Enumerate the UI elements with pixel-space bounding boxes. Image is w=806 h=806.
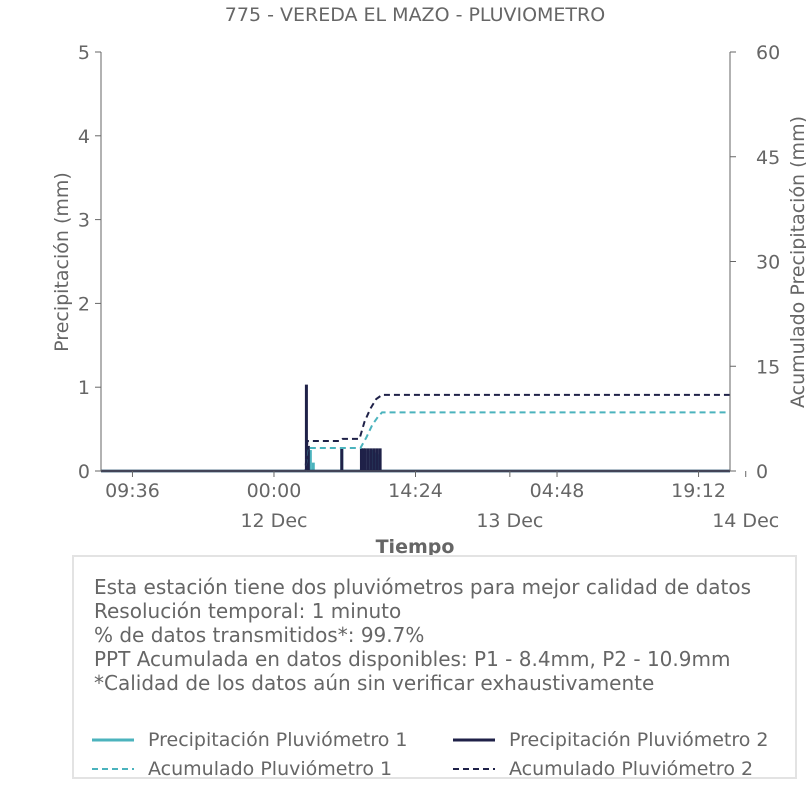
legend-label: Acumulado Pluviómetro 2 (509, 758, 754, 780)
y-tick-label-right: 45 (756, 147, 780, 169)
info-line-accumulated: PPT Acumulada en datos disponibles: P1 -… (94, 647, 731, 671)
x-tick-label-date: 13 Dec (476, 510, 543, 532)
x-tick-label-time: 14:24 (388, 480, 443, 502)
cumulative-line (101, 393, 730, 472)
chart-title: 775 - VEREDA EL MAZO - PLUVIOMETRO (225, 4, 605, 26)
x-tick-label-date: 14 Dec (712, 510, 779, 532)
legend-item-precip-2: Precipitación Pluviómetro 2 (453, 729, 769, 751)
legend-swatch-solid-navy (453, 738, 495, 742)
y-tick-label-right: 30 (756, 252, 780, 274)
y-axis-label-right: Acumulado Precipitación (mm) (787, 116, 806, 408)
y-tick-label-left: 2 (78, 293, 90, 315)
cumulative-line (101, 411, 730, 472)
y-tick-label-left: 0 (78, 461, 90, 483)
legend-label: Precipitación Pluviómetro 1 (148, 729, 408, 751)
series-2 (101, 384, 730, 473)
rainfall-chart: 775 - VEREDA EL MAZO - PLUVIOMETRO 09:36… (51, 4, 806, 558)
y-axis-right: 0 15 30 45 60 (729, 42, 780, 483)
plot-area (101, 384, 730, 473)
legend-label: Acumulado Pluviómetro 1 (148, 758, 393, 780)
series-1 (101, 449, 730, 473)
info-line-resolution: Resolución temporal: 1 minuto (94, 599, 402, 623)
legend-swatch-solid-teal (92, 738, 134, 742)
y-axis-label-left: Precipitación (mm) (51, 172, 73, 352)
legend-item-accum-2: Acumulado Pluviómetro 2 (453, 758, 753, 780)
y-tick-label-right: 0 (756, 461, 768, 483)
y-axis-left: 0 1 2 3 4 5 (78, 42, 102, 483)
y-tick-label-right: 15 (756, 356, 780, 378)
x-tick-label-time: 04:48 (530, 480, 585, 502)
y-tick-label-right: 60 (756, 42, 780, 64)
y-tick-label-left: 1 (78, 377, 90, 399)
legend-swatch-dashed-teal (92, 768, 134, 770)
x-tick-label-time: 09:36 (105, 480, 160, 502)
x-axis-label: Tiempo (376, 536, 455, 558)
y-tick-label-left: 3 (78, 210, 90, 232)
legend-item-accum-1: Acumulado Pluviómetro 1 (92, 758, 392, 780)
legend-item-precip-1: Precipitación Pluviómetro 1 (92, 729, 408, 751)
x-tick-label-time: 19:12 (671, 480, 726, 502)
info-lines: Esta estación tiene dos pluviómetros par… (94, 575, 751, 695)
x-tick-label-date: 12 Dec (240, 510, 307, 532)
y-tick-label-left: 5 (78, 42, 90, 64)
x-tick-label-time: 00:00 (247, 480, 302, 502)
info-line-dual-gauges: Esta estación tiene dos pluviómetros par… (94, 575, 752, 599)
info-box: Esta estación tiene dos pluviómetros par… (72, 555, 797, 780)
info-line-data-transmitted: % de datos transmitidos*: 99.7% (94, 623, 425, 647)
x-axis: 09:36 00:00 12 Dec 14:24 13 Dec 04:48 19:12 14 … (101, 470, 779, 532)
y-tick-label-left: 4 (78, 126, 90, 148)
info-line-quality-note: *Calidad de los datos aún sin verificar … (94, 671, 655, 695)
legend-label: Precipitación Pluviómetro 2 (509, 729, 769, 751)
legend-swatch-dashed-navy (453, 768, 495, 770)
